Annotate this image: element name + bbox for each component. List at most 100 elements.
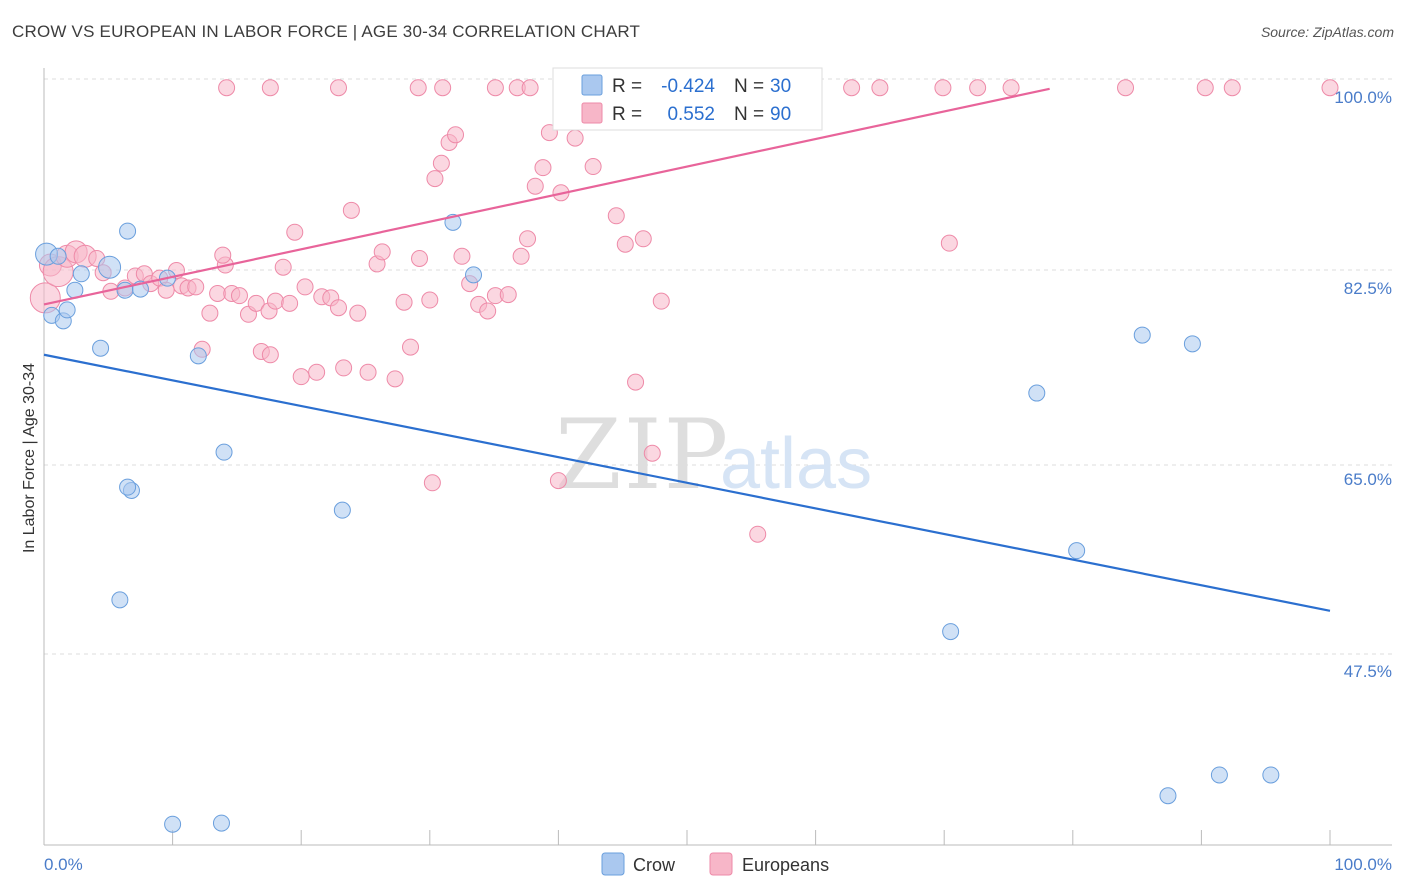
europeans-point [1117,79,1135,97]
y-tick-label: 47.5% [1344,662,1392,681]
europeans-point [521,79,539,97]
crow-point [1028,384,1046,402]
europeans-point [486,79,504,97]
y-tick-label: 82.5% [1344,279,1392,298]
europeans-point [607,207,625,225]
europeans-point [643,444,661,462]
crow-point [72,265,90,283]
europeans-point [871,79,889,97]
europeans-point [566,129,584,147]
legend-r-value-europeans: 0.552 [667,104,715,125]
bottom-legend-europeans: Europeans [742,855,829,875]
europeans-point [526,177,544,195]
correlation-legend: R = -0.424 N = 30 R = 0.552 N = 90 [552,67,823,131]
europeans-point [421,291,439,309]
legend-swatch-crow [581,74,603,96]
legend-n-value-crow: 30 [770,76,791,97]
europeans-point [634,230,652,248]
europeans-points [29,79,1339,543]
watermark-atlas: atlas [720,424,872,504]
europeans-point [534,159,552,177]
europeans-point [512,247,530,265]
europeans-point [329,299,347,317]
crow-point [465,266,483,284]
bottom-legend-crow: Crow [633,855,676,875]
europeans-point [549,472,567,490]
europeans-point [308,363,326,381]
crow-point [58,301,76,319]
crow-point [164,815,182,833]
europeans-point [749,525,767,543]
europeans-point [266,292,284,310]
europeans-point [499,286,517,304]
x-tick-label-max: 100.0% [1334,855,1392,874]
crow-point [92,339,110,357]
europeans-point [247,294,265,312]
europeans-point [329,79,347,97]
crow-point [1159,787,1177,805]
crow-points [35,213,1280,833]
europeans-point [652,292,670,310]
x-tick-label-min: 0.0% [44,855,83,874]
europeans-point [409,79,427,97]
europeans-point [627,373,645,391]
crow-point [1068,542,1086,560]
europeans-point [1223,79,1241,97]
crow-point [111,591,129,609]
europeans-point [296,278,314,296]
trend-lines [43,87,1331,612]
x-axis-ticks [43,830,1331,845]
europeans-point [342,201,360,219]
europeans-point [447,126,465,144]
europeans-point [1321,79,1339,97]
crow-point [119,478,137,496]
crow-point [333,501,351,519]
europeans-point [261,79,279,97]
grid-lines [44,78,1392,655]
crow-point [1210,766,1228,784]
europeans-point [214,246,232,264]
europeans-point [281,294,299,312]
europeans-point [616,235,634,253]
legend-r-label-crow: R = [612,76,642,97]
europeans-point [218,79,236,97]
europeans-trend-line [43,87,1050,306]
legend-r-value-crow: -0.424 [661,76,715,97]
crow-point [119,222,137,240]
europeans-point [402,338,420,356]
crow-point [1183,335,1201,353]
crow-point [1262,766,1280,784]
europeans-point [934,79,952,97]
europeans-point [1196,79,1214,97]
crow-point [212,814,230,832]
europeans-point [373,243,391,261]
europeans-point [386,370,404,388]
europeans-point [453,247,471,265]
europeans-point [261,346,279,364]
europeans-point [423,474,441,492]
europeans-point [209,284,227,302]
legend-swatch-europeans [581,102,603,124]
legend-n-label-europeans: N = [734,104,764,125]
europeans-point [584,158,602,176]
europeans-point [843,79,861,97]
chart-title: CROW VS EUROPEAN IN LABOR FORCE | AGE 30… [12,22,641,41]
europeans-point [230,287,248,305]
y-axis-label: In Labor Force | Age 30-34 [21,363,38,553]
europeans-point [969,79,987,97]
legend-r-label-europeans: R = [612,104,642,125]
europeans-point [286,223,304,241]
source-credit: Source: ZipAtlas.com [1260,24,1394,40]
bottom-legend-swatch-crow [601,852,625,876]
europeans-point [292,368,310,386]
legend-n-label-crow: N = [734,76,764,97]
crow-point [215,443,233,461]
europeans-point [187,278,205,296]
crow-point [98,255,122,279]
crow-point [189,347,207,365]
europeans-point [1002,79,1020,97]
europeans-point [201,304,219,322]
legend-n-value-europeans: 90 [770,104,791,125]
y-tick-labels: 100.0% 82.5% 65.0% 47.5% [1334,88,1392,681]
